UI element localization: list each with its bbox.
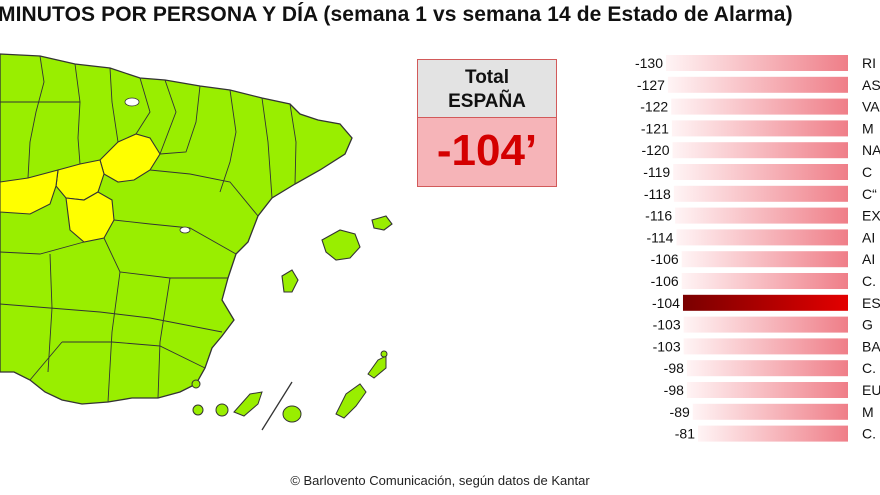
value-label-8: -114 (646, 229, 673, 245)
total-label-line2: ESPAÑA (448, 91, 526, 112)
category-label-16: M (862, 404, 874, 420)
bar-1 (667, 76, 848, 93)
category-label-9: AI (862, 251, 875, 267)
value-label-15: -98 (664, 382, 684, 398)
value-label-9: -106 (651, 251, 679, 267)
bar-15 (686, 382, 848, 398)
value-label-13: -103 (653, 338, 681, 354)
total-value: -104’ (418, 118, 556, 186)
category-label-2: VA (862, 99, 880, 115)
bar-5 (673, 164, 848, 180)
category-label-10: C. (862, 273, 876, 289)
yellow-region-1 (99, 133, 161, 183)
value-label-6: -118 (644, 186, 671, 202)
category-label-7: EX (862, 208, 880, 224)
value-label-17: -81 (675, 426, 695, 442)
value-label-1: -127 (637, 77, 665, 93)
canary-island (192, 404, 204, 416)
value-label-16: -89 (670, 404, 690, 420)
total-label-line1: Total (465, 67, 509, 88)
category-label-8: AI (862, 229, 875, 245)
fuerteventura (335, 383, 367, 419)
value-label-11: -104 (652, 295, 680, 311)
mainland-spain (0, 53, 353, 405)
canary-island (380, 350, 388, 358)
province-borders (0, 55, 297, 403)
category-label-12: G (862, 317, 873, 333)
menorca (371, 215, 393, 231)
value-label-2: -122 (640, 99, 668, 115)
total-label: Total ESPAÑA (418, 60, 556, 118)
bar-13 (683, 338, 848, 355)
bar-4 (672, 142, 848, 159)
mallorca (321, 229, 361, 261)
value-label-4: -120 (641, 142, 669, 158)
category-label-3: M (862, 120, 874, 136)
yellow-region-3 (0, 169, 59, 215)
enclave-shape (124, 97, 140, 107)
bar-16 (692, 403, 848, 420)
bar-6 (673, 185, 848, 202)
bar-7 (675, 207, 848, 224)
ibiza (281, 269, 299, 293)
bar-12 (683, 316, 848, 333)
value-label-12: -103 (653, 317, 681, 333)
category-label-14: C. (862, 360, 876, 376)
value-label-10: -106 (651, 273, 679, 289)
map-svg (0, 53, 393, 431)
value-label-14: -98 (664, 360, 684, 376)
bar-chart: -130 RI -127 AS -122 VA -121 M -120 NA -119 C -118 C“… (600, 52, 880, 447)
category-label-6: C“ (862, 186, 877, 202)
bar-chart-svg: -130 RI -127 AS -122 VA -121 M -120 NA -119 C -118 C“… (635, 55, 880, 442)
bar-11 (682, 294, 848, 311)
bar-17 (698, 425, 848, 442)
value-label-3: -121 (641, 120, 669, 136)
total-spain-box: Total ESPAÑA -104’ (417, 59, 557, 187)
gran-canaria (282, 405, 302, 423)
category-label-4: NA (862, 142, 880, 158)
bar-8 (676, 229, 848, 246)
tenerife (233, 391, 263, 417)
category-label-11: ES (862, 295, 880, 311)
bar-9 (681, 251, 848, 268)
value-label-7: -116 (645, 208, 672, 224)
bar-14 (686, 360, 848, 377)
category-label-17: C. (862, 426, 876, 442)
value-label-5: -119 (643, 164, 670, 180)
bar-3 (671, 120, 848, 137)
canary-separator-line (261, 381, 293, 431)
bar-10 (681, 273, 848, 289)
enclave-shape (179, 226, 191, 234)
category-label-1: AS (862, 77, 880, 93)
canary-island (191, 379, 201, 389)
bar-2 (671, 98, 848, 115)
spain-choropleth-map (0, 42, 420, 452)
value-label-0: -130 (635, 55, 663, 71)
category-label-15: EU (862, 382, 880, 398)
source-footer: © Barlovento Comunicación, según datos d… (290, 473, 590, 488)
lanzarote (367, 355, 387, 379)
bar-0 (666, 55, 848, 71)
category-label-0: RI (862, 55, 876, 71)
category-label-5: C (862, 164, 872, 180)
chart-title: MINUTOS POR PERSONA Y DÍA (semana 1 vs s… (0, 3, 793, 26)
category-label-13: BA (862, 338, 880, 354)
canary-island (215, 403, 229, 417)
